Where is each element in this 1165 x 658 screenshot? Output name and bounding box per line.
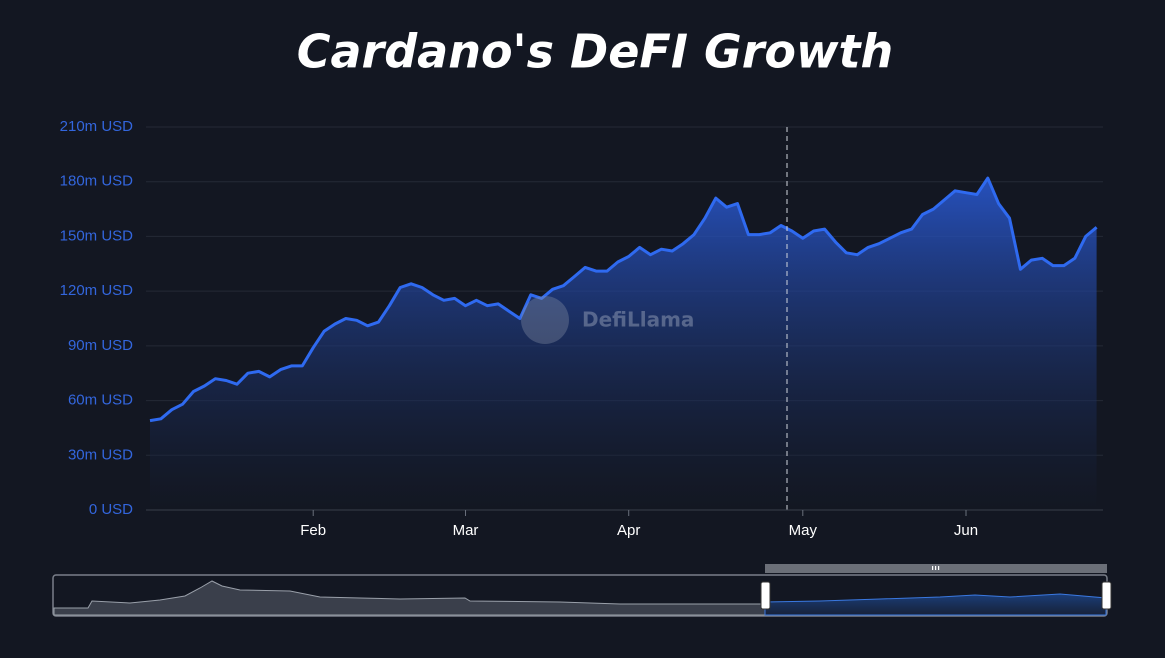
x-tick-label: May [789, 522, 818, 539]
x-tick-label: Apr [617, 522, 640, 539]
watermark-group: DefiLlama [521, 296, 694, 344]
y-tick-label: 30m USD [68, 446, 133, 463]
chart-title: Cardano's DeFI Growth [297, 25, 894, 79]
line [149, 176, 1098, 423]
grip [932, 566, 934, 570]
area [150, 178, 1097, 510]
navigator-area [53, 580, 766, 616]
navigator[interactable] [52, 564, 1112, 617]
x-tick-label: Feb [300, 522, 326, 539]
grip [938, 566, 940, 570]
navigator-handle-left[interactable] [760, 581, 771, 610]
y-tick-label: 210m USD [60, 118, 134, 135]
x-tick-label: Mar [453, 522, 479, 539]
y-tick-label: 120m USD [60, 282, 134, 299]
grip [935, 566, 937, 570]
y-tick-label: 90m USD [68, 337, 133, 354]
watermark-logo [521, 296, 569, 344]
y-tick-label: 0 USD [89, 501, 133, 518]
y-tick-label: 180m USD [60, 173, 134, 190]
y-tick-label: 60m USD [68, 392, 133, 409]
watermark: DefiLlama [582, 308, 694, 332]
x-tick-label: Jun [954, 522, 978, 539]
y-tick-label: 150m USD [60, 227, 134, 244]
navigator-handle-right[interactable] [1101, 581, 1112, 610]
axes: 0 USD 30m USD 60m USD 90m USD 120m USD 150m U… [60, 118, 1103, 539]
plot [149, 176, 1098, 510]
